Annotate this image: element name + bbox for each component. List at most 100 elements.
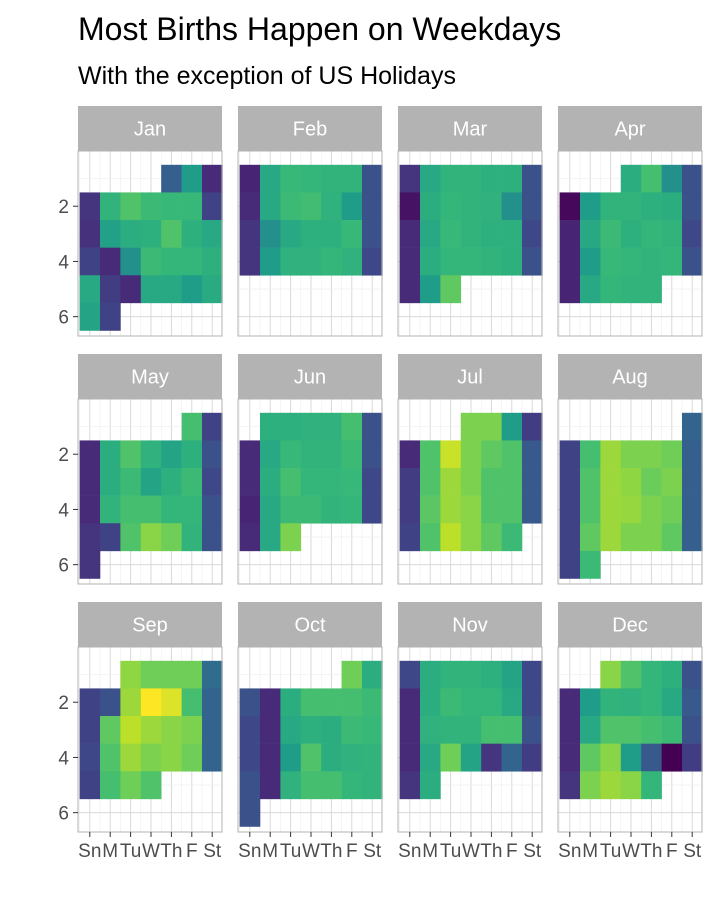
x-tick-label: M [102,841,118,862]
tile [641,688,662,717]
x-tick-label: St [523,841,542,862]
tile [522,247,543,276]
x-tick-label: M [582,841,598,862]
tile [120,523,142,552]
tile [239,495,261,524]
tile [440,247,462,276]
panel-aug: Aug [557,354,703,585]
tile [522,192,543,221]
tile [641,771,662,800]
tile [239,523,261,552]
tile [682,192,703,221]
tile [239,716,261,744]
tile [420,688,441,717]
tile [661,716,683,744]
tile [120,275,142,304]
tile [399,495,421,524]
tiles [79,412,223,579]
tile [79,550,101,579]
tile [140,275,162,304]
tile [202,220,223,248]
tile [79,743,101,772]
tile [161,192,182,221]
panel-border [77,646,223,833]
x-tick-label: W [302,841,320,862]
tiles [559,660,703,800]
panel-border [77,398,223,585]
tile [100,716,121,744]
tile [641,495,662,524]
tile [661,743,683,772]
tiles [559,164,703,304]
panel-border [237,398,383,585]
strip-label: Jul [457,367,483,389]
tile [460,220,482,248]
tile [399,220,421,248]
panel-border [557,398,703,585]
tile [399,523,421,552]
tile [440,275,462,304]
tile [481,716,502,744]
tile [661,523,683,552]
tile [321,688,342,717]
tile [321,247,342,276]
x-tick-label: M [422,841,438,862]
tile [600,495,622,524]
tile [140,523,162,552]
tile [181,192,203,221]
tile [100,247,121,276]
tile [161,716,182,744]
tile [300,495,322,524]
strip-label: Aug [612,367,648,389]
panel-border [397,150,543,337]
tiles [79,660,223,800]
tile [620,192,642,221]
tile [600,192,622,221]
x-tick-label: Sn [558,841,581,862]
strip-mar [398,106,542,151]
tile [362,164,383,193]
tile [501,523,523,552]
tile [202,743,223,772]
tile [300,743,322,772]
tile [481,468,502,496]
tile [202,412,223,441]
tile [420,164,441,193]
tile [600,523,622,552]
tile [100,302,121,331]
tile [161,523,182,552]
tile [120,220,142,248]
tile [559,495,581,524]
tile [280,688,302,717]
strip-label: Nov [452,615,488,637]
tile [120,743,142,772]
tile [580,688,601,717]
tile [300,247,322,276]
tile [79,771,101,800]
tile [399,164,421,193]
tile [140,716,162,744]
tile [260,247,281,276]
tile [202,495,223,524]
tile [620,275,642,304]
tile [641,440,662,469]
tile [362,688,383,717]
tile [460,743,482,772]
tile [79,495,101,524]
tile [661,164,683,193]
tile [580,495,601,524]
tile [682,716,703,744]
tile [100,688,121,717]
tile [440,523,462,552]
tile [161,743,182,772]
tile [79,440,101,469]
tile [120,468,142,496]
tile [522,688,543,717]
tile [501,688,523,717]
tile [399,716,421,744]
tile [580,716,601,744]
tile [580,523,601,552]
tile [440,164,462,193]
tile [522,495,543,524]
tile [79,688,101,717]
